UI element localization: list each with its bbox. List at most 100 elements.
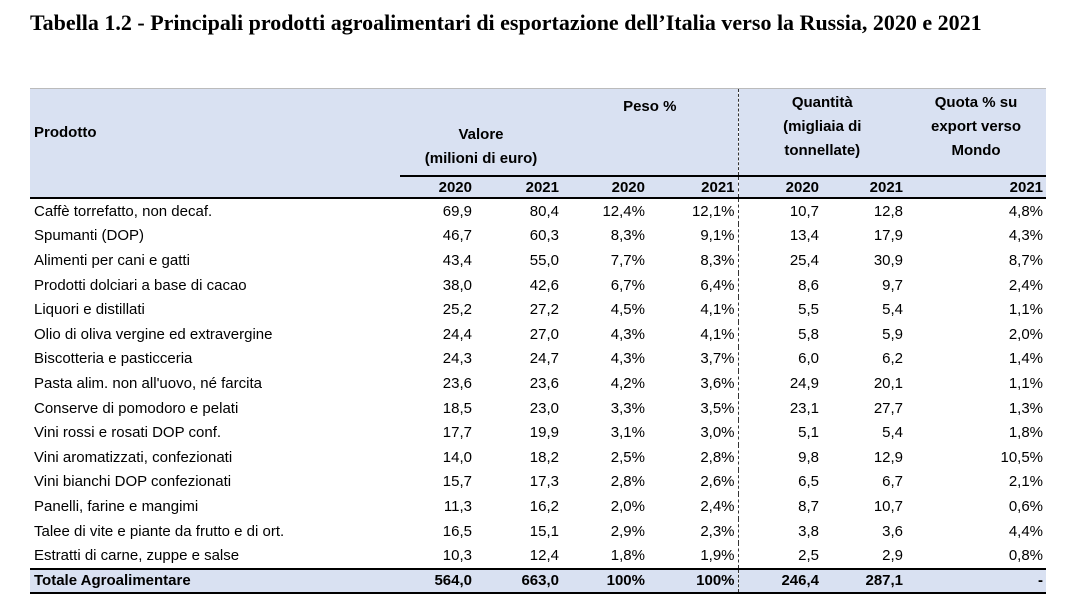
value-cell: 0,8% [1008, 547, 1044, 565]
value-cell: 17,9 [873, 227, 904, 245]
value-cell: 8,3% [610, 227, 645, 245]
value-cell: 17,3 [529, 473, 559, 491]
table-row: Caffè torrefatto, non decaf. 69,9 80,4 12,4… [30, 198, 1046, 224]
value-cell: 2,8% [610, 473, 645, 491]
year-header-row: 2020 2021 2020 2021 2020 2021 2021 [30, 176, 1047, 199]
header-valore-line1: Valore [458, 126, 504, 143]
header-quantita-line1: Quantità [791, 94, 853, 111]
header-product: Prodotto [30, 88, 400, 176]
product-name-cell: Olio di oliva vergine ed extravergine [34, 325, 273, 343]
value-cell: 46,7 [442, 227, 472, 245]
product-name-cell: Vini bianchi DOP confezionati [34, 473, 232, 491]
product-name-cell: Vini rossi e rosati DOP conf. [34, 424, 222, 442]
total-value-cell: 100% [648, 567, 739, 594]
value-cell: 1,1% [1008, 374, 1044, 392]
value-cell: 23,6 [442, 374, 472, 392]
total-value-cell: 246,4 [738, 567, 823, 594]
total-value-cell: - [906, 567, 1047, 594]
product-name-cell: Alimenti per cani e gatti [34, 251, 190, 269]
table-body: Caffè torrefatto, non decaf. 69,9 80,4 12,4… [30, 198, 1047, 594]
value-cell: 30,9 [873, 251, 904, 269]
value-cell: 9,1% [648, 223, 739, 249]
value-cell: 12,9 [873, 448, 904, 466]
value-cell: 3,6% [648, 371, 739, 396]
table-title: Tabella 1.2 - Principali prodotti agroal… [30, 10, 982, 35]
value-cell: 18,2 [529, 448, 559, 466]
value-cell: 19,9 [529, 424, 559, 442]
value-cell: 4,1% [648, 297, 739, 322]
product-name-cell: Conserve di pomodoro e pelati [34, 399, 239, 417]
value-cell: 12,4 [529, 547, 559, 565]
value-cell: 3,7% [648, 346, 739, 372]
value-cell: 4,3% [610, 325, 645, 343]
value-cell: 27,2 [529, 301, 559, 319]
header-quantita: Quantità (migliaia di tonnellate) [738, 88, 907, 177]
table-row: Conserve di pomodoro e pelati 18,5 23,0 3,3… [30, 395, 1046, 421]
value-cell: 4,2% [610, 374, 645, 392]
value-cell: 8,3% [648, 248, 739, 273]
year-header: 2020 [400, 176, 475, 199]
value-cell: 5,1 [798, 424, 820, 442]
value-cell: 24,3 [442, 350, 472, 368]
value-cell: 1,8% [610, 547, 645, 565]
header-quota-line1: Quota % su [934, 94, 1018, 111]
value-cell: 12,1% [648, 198, 739, 224]
value-cell: 23,1 [789, 399, 820, 417]
value-cell: 24,7 [529, 350, 559, 368]
value-cell: 2,5% [610, 448, 645, 466]
product-name-cell: Prodotti dolciari a base di cacao [34, 276, 247, 294]
value-cell: 1,8% [1008, 424, 1044, 442]
value-cell: 6,5 [798, 473, 820, 491]
header-quantita-line3: tonnellate) [784, 142, 861, 159]
value-cell: 8,7 [798, 497, 820, 515]
year-header: 2021 [475, 176, 562, 199]
value-cell: 43,4 [442, 251, 472, 269]
table-row: Vini bianchi DOP confezionati 15,7 17,3 2,8… [30, 469, 1046, 495]
value-cell: 3,8 [798, 522, 820, 540]
value-cell: 7,7% [610, 251, 645, 269]
value-cell: 2,3% [648, 518, 739, 544]
value-cell: 6,7 [882, 473, 904, 491]
table-row: Alimenti per cani e gatti 43,4 55,0 7,7% 8,3… [30, 248, 1046, 273]
header-quota: Quota % su export verso Mondo [906, 88, 1047, 177]
value-cell: 13,4 [789, 227, 820, 245]
value-cell: 1,9% [648, 543, 739, 569]
value-cell: 18,5 [442, 399, 472, 417]
value-cell: 60,3 [529, 227, 559, 245]
table-row: Olio di oliva vergine ed extravergine 24,… [30, 321, 1046, 347]
table-row: Panelli, farine e mangimi 11,3 16,2 2,0% 2,4… [30, 494, 1046, 519]
value-cell: 2,6% [648, 469, 739, 495]
value-cell: 55,0 [529, 251, 559, 269]
value-cell: 23,0 [529, 399, 559, 417]
value-cell: 3,5% [648, 395, 739, 421]
table-row: Vini rossi e rosati DOP conf. 17,7 19,9 3,1… [30, 420, 1046, 445]
value-cell: 5,9 [882, 325, 904, 343]
value-cell: 15,1 [529, 522, 559, 540]
table-row: Biscotteria e pasticceria 24,3 24,7 4,3% 3,7… [30, 346, 1046, 372]
value-cell: 2,4% [1008, 276, 1044, 294]
header-peso: Peso % [562, 88, 739, 177]
value-cell: 27,7 [873, 399, 904, 417]
product-name-cell: Liquori e distillati [34, 301, 145, 319]
product-name-cell: Biscotteria e pasticceria [34, 350, 193, 368]
value-cell: 1,1% [1008, 301, 1044, 319]
value-cell: 4,3% [610, 350, 645, 368]
table-row: Liquori e distillati 25,2 27,2 4,5% 4,1% 5,5 5… [30, 297, 1046, 322]
total-label: Totale Agroalimentare [30, 567, 400, 594]
product-name-cell: Caffè torrefatto, non decaf. [34, 202, 213, 220]
header-quota-line3: Mondo [951, 142, 1001, 159]
header-quota-line2: export verso [931, 118, 1022, 135]
value-cell: 42,6 [529, 276, 559, 294]
table-row: Pasta alim. non all'uovo, né farcita 23,6… [30, 371, 1046, 396]
value-cell: 24,9 [789, 374, 820, 392]
year-header: 2020 [738, 176, 823, 199]
value-cell: 8,7% [1008, 251, 1044, 269]
table-row: Spumanti (DOP) 46,7 60,3 8,3% 9,1% 13,4 17,9 4,… [30, 223, 1046, 249]
header-valore-line2: (milioni di euro) [424, 150, 538, 167]
value-cell: 3,3% [610, 399, 645, 417]
value-cell: 5,4 [882, 424, 904, 442]
value-cell: 16,2 [529, 497, 559, 515]
value-cell: 1,3% [1008, 399, 1044, 417]
value-cell: 9,7 [882, 276, 904, 294]
value-cell: 3,1% [610, 424, 645, 442]
